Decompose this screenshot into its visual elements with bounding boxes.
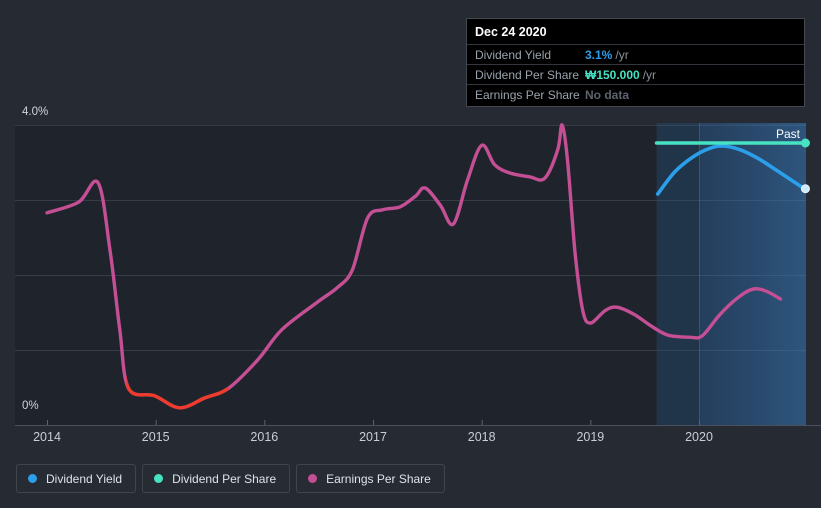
- x-axis-label-2017: 2017: [359, 430, 387, 444]
- tooltip-label: Dividend Per Share: [475, 67, 580, 82]
- tooltip-label: Earnings Per Share: [475, 87, 580, 102]
- tooltip-value: No data: [585, 87, 630, 102]
- tooltip-unit: /yr: [615, 47, 629, 62]
- x-axis-label-2016: 2016: [250, 430, 279, 444]
- x-axis-label-2015: 2015: [141, 430, 170, 444]
- tooltip-date: Dec 24 2020: [475, 25, 547, 39]
- y-axis-label-top: 4.0%: [22, 106, 49, 118]
- dividend-yield-dot-icon: [28, 474, 37, 483]
- x-axis-label-2019: 2019: [576, 430, 605, 444]
- legend-item-dividend-per-share[interactable]: Dividend Per Share: [142, 464, 291, 493]
- tooltip-row-earnings-per-share: Earnings Per Share No data: [467, 84, 804, 106]
- tooltip-label: Dividend Yield: [475, 47, 552, 62]
- tooltip-row-dividend-per-share: Dividend Per Share ₩150.000 /yr: [467, 64, 804, 84]
- tooltip-row-dividend-yield: Dividend Yield 3.1% /yr: [467, 44, 804, 64]
- y-axis-label-bottom: 0%: [22, 400, 39, 412]
- legend-item-dividend-yield[interactable]: Dividend Yield: [16, 464, 137, 493]
- legend-label: Dividend Per Share: [172, 471, 277, 486]
- legend-label: Earnings Per Share: [326, 471, 431, 486]
- chart-tooltip: Dec 24 2020 Dividend Yield 3.1% /yr Divi…: [466, 18, 805, 107]
- earnings-per-share-dot-icon: [308, 474, 318, 483]
- x-axis-label-2014: 2014: [33, 430, 61, 444]
- x-axis-label-2020: 2020: [685, 430, 713, 444]
- past-region-label: Past: [775, 127, 800, 141]
- x-axis-label-2018: 2018: [467, 430, 496, 444]
- tooltip-value: 3.1%: [585, 47, 613, 62]
- tooltip-value: ₩150.000: [585, 67, 640, 82]
- dividend-per-share-dot-icon: [154, 474, 164, 483]
- chart-legend: Dividend Yield Dividend Per Share Earnin…: [16, 464, 445, 493]
- legend-label: Dividend Yield: [46, 471, 123, 486]
- legend-item-earnings-per-share[interactable]: Earnings Per Share: [296, 464, 445, 493]
- tooltip-unit: /yr: [642, 67, 657, 82]
